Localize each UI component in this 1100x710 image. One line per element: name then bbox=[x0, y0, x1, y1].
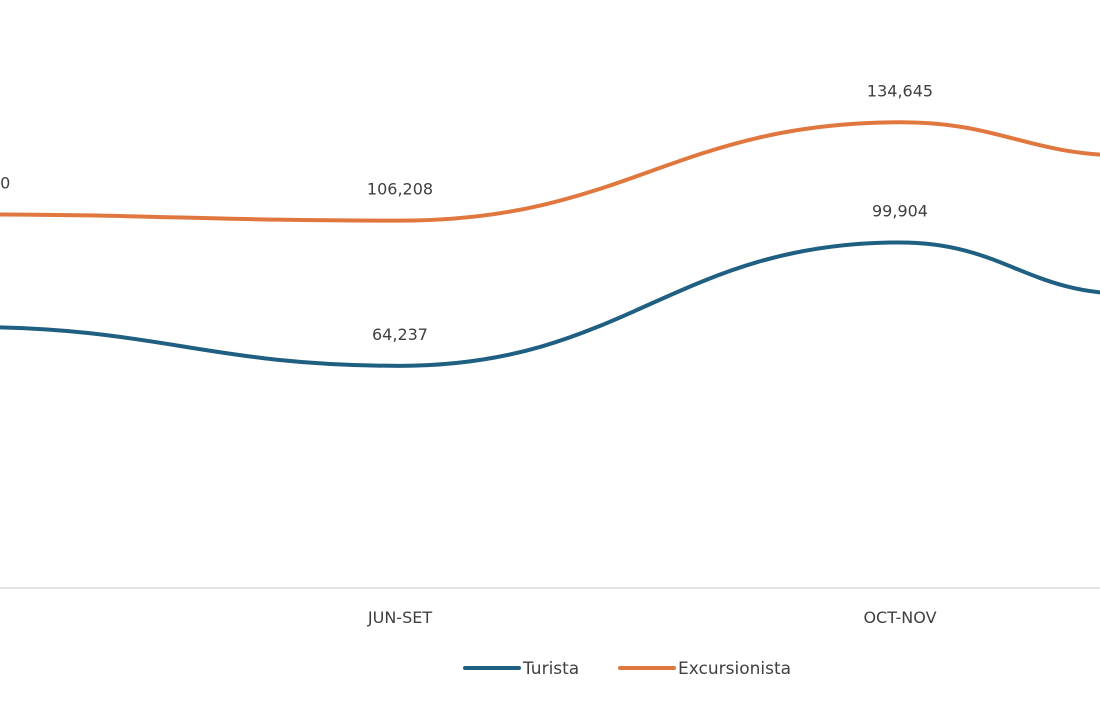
legend[interactable]: Turista Excursionista bbox=[463, 659, 791, 679]
x-tick-labels: JUN-SET OCT-NOV bbox=[367, 608, 937, 627]
data-label-turista: 99,904 bbox=[872, 201, 928, 220]
series-layer bbox=[0, 120, 1100, 368]
legend-item-turista[interactable]: Turista bbox=[463, 659, 579, 679]
x-tick-label: JUN-SET bbox=[367, 608, 432, 627]
data-label-excursionista: 134,645 bbox=[867, 81, 933, 100]
data-label-turista: 64,237 bbox=[372, 325, 428, 344]
series-line-excursionista bbox=[0, 120, 1100, 223]
x-tick-label: OCT-NOV bbox=[863, 608, 936, 627]
legend-label: Excursionista bbox=[678, 659, 791, 679]
series-line-turista bbox=[0, 240, 1100, 368]
data-label-excursionista: 106,208 bbox=[367, 180, 433, 199]
legend-item-excursionista[interactable]: Excursionista bbox=[618, 659, 791, 679]
data-label-excursionista: 00 bbox=[0, 173, 10, 192]
legend-label: Turista bbox=[522, 659, 579, 679]
